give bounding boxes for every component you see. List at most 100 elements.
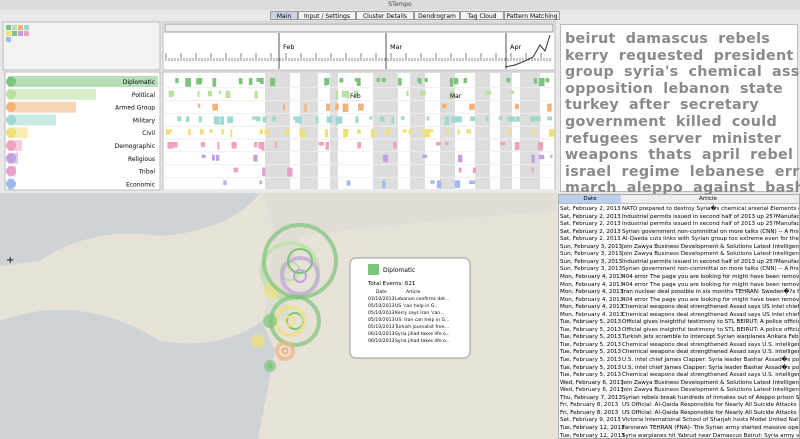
table-row[interactable]: Mon, February 4, 2013 404 error The page … [559,272,799,282]
event-mark [358,103,364,111]
tag-word[interactable]: aleppo [626,180,684,197]
tab[interactable]: Tag Cloud [460,11,504,20]
tag-word[interactable]: government [565,113,666,130]
table-row[interactable]: Sat, February 2, 2013 Industrial permits … [559,212,799,221]
tag-word[interactable]: israel [565,163,612,180]
category-dot [6,89,16,100]
table-row[interactable]: Tue, February 5, 2013 Chemical weapons de… [559,371,799,379]
tag-word[interactable]: assad [772,64,800,81]
table-row[interactable]: Thu, February 7, 2013 Syrian rebels break… [559,393,799,402]
event-mark [356,90,359,96]
tab[interactable]: Pattern Matching [504,11,560,20]
event-cluster [262,223,338,299]
table-row[interactable]: Sat, February 9, 2013 Victoria Internatio… [559,416,799,424]
tag-word[interactable]: state [740,80,784,97]
table-row[interactable]: Sat, February 2, 2013 NATO prepared to de… [559,205,799,213]
tag-word[interactable]: secretary [679,97,759,114]
tag-word[interactable]: damascus [625,31,709,47]
month-label: Apr [510,43,522,51]
tag-word[interactable]: kerry [565,47,609,64]
tag-word[interactable]: chemical [688,64,763,81]
tab[interactable]: Dendrogram [414,11,460,20]
tag-word[interactable]: syria's [624,64,679,81]
tag-word[interactable]: after [629,97,670,114]
tag-word[interactable]: beirut [565,31,616,47]
tag-word[interactable]: weapons [565,147,639,164]
tag-word[interactable]: rebel [750,147,794,164]
table-row[interactable]: Sun, February 3, 2013 Industrial permits … [559,257,799,267]
time-band [410,73,425,189]
row-article: Join Zawya Business Development & Soluti… [622,379,799,386]
popup-article: Syria jihad takes life o... [395,331,450,337]
table-row[interactable]: Wed, February 6, 2013 Join Zawya Business… [559,378,799,387]
row-date: Mon, February 4, 2013 [560,296,624,303]
tag-word[interactable]: could [731,113,777,130]
table-row[interactable]: Tue, February 5, 2013 Official gives insi… [559,318,799,327]
table-row[interactable]: Tue, February 5, 2013 Turkish jets scramb… [559,333,799,342]
table-row[interactable]: Fri, February 8, 2013 US Official: Al-Qai… [559,408,799,418]
event-cluster [251,334,265,348]
table-row[interactable]: Sun, February 3, 2013 Join Zawya Business… [559,242,799,251]
tag-word[interactable]: april [701,147,741,164]
event-mark [272,116,276,122]
table-row[interactable]: Tue, February 5, 2013 Official gives insi… [559,326,799,334]
cluster-cell [18,25,23,30]
table-row[interactable]: Sat, February 2, 2013 Al-Qaeda cuts links… [559,235,799,243]
table-row[interactable]: Tue, February 5, 2013 U.S. intel chief Ja… [559,363,799,372]
event-mark [406,90,409,97]
event-mark [335,103,339,110]
table-row[interactable]: Mon, February 4, 2013 Iran nuclear deal p… [559,288,799,297]
table-row[interactable]: Sun, February 3, 2013 Join Zawya Business… [559,250,799,258]
tab[interactable]: Main [270,11,298,20]
table-row[interactable]: Sat, February 2, 2013 Industrial permits … [559,220,799,228]
table-row[interactable]: Wed, February 6, 2013 Join Zawya Business… [559,386,799,394]
tag-word[interactable]: minister [711,130,782,147]
event-mark [371,129,376,138]
tag-word[interactable]: killed [675,113,722,130]
header-date[interactable]: Date [559,195,621,204]
tag-word[interactable]: bashar [765,180,800,197]
tag-word[interactable]: lebanese [689,163,765,180]
event-mark [325,142,329,150]
tag-word[interactable]: march [565,180,617,197]
table-row[interactable]: Tue, February 5, 2013 U.S. intel chief Ja… [559,356,799,364]
table-row[interactable]: Fri, February 8, 2013 US Official: Al-Qai… [559,401,799,409]
table-row[interactable]: Mon, February 4, 2013 404 error The page … [559,296,799,304]
tag-word[interactable]: server [648,130,702,147]
time-band [300,73,318,189]
tab[interactable]: Input / Settings [298,11,356,20]
row-date: Tue, February 12, 2013 [560,424,625,431]
event-mark [216,154,220,161]
tag-word[interactable]: refugees [565,130,639,147]
table-row[interactable]: Sat, February 2, 2013 Syrian government n… [559,227,799,236]
table-row[interactable]: Tue, February 12, 2013 Farsnews TEHRAN (F… [559,423,799,433]
event-mark [315,116,319,124]
table-row[interactable]: Tue, February 5, 2013 Chemical weapons de… [559,341,799,349]
tag-word[interactable]: president [713,47,794,64]
category-dot [6,127,16,138]
table-row[interactable]: Sun, February 3, 2013 Syrian government n… [559,265,799,273]
table-row[interactable]: Tue, February 5, 2013 Chemical weapons de… [559,348,799,357]
tag-word[interactable]: requested [618,47,704,64]
tag-word[interactable]: turkey [565,97,620,114]
tag-word[interactable]: regime [621,163,680,180]
tag-word[interactable]: error [774,163,800,180]
category-dot [6,140,16,151]
tag-word[interactable]: lebanon [663,80,731,97]
event-mark [531,167,534,173]
tag-line: government killed could [565,114,797,131]
header-article[interactable]: Article [699,196,717,202]
tag-word[interactable]: rebels [718,31,771,47]
zoom-control[interactable]: + [6,255,14,266]
tag-word[interactable]: thats [648,147,692,164]
table-row[interactable]: Mon, February 4, 2013 Chemical weapons de… [559,311,799,319]
row-article: Industrial permits issued in second half… [622,213,799,220]
tag-word[interactable]: against [693,180,756,197]
tab[interactable]: Cluster Details [356,11,414,20]
table-row[interactable]: Mon, February 4, 2013 Chemical weapons de… [559,303,799,312]
event-mark [169,90,175,97]
table-row[interactable]: Tue, February 12, 2013 Syria warplanes hi… [559,432,799,439]
tag-word[interactable]: opposition [565,80,654,97]
table-row[interactable]: Mon, February 4, 2013 404 error The page … [559,281,799,289]
tag-word[interactable]: group [565,64,615,81]
